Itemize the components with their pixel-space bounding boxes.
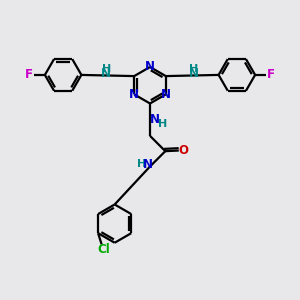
Text: H: H <box>102 64 111 74</box>
Text: N: N <box>129 88 139 101</box>
Text: N: N <box>145 61 155 74</box>
Text: N: N <box>150 113 160 126</box>
Text: H: H <box>137 159 146 169</box>
Text: Cl: Cl <box>97 243 110 256</box>
Text: N: N <box>189 67 199 80</box>
Text: F: F <box>25 68 33 81</box>
Text: H: H <box>158 119 167 129</box>
Text: N: N <box>101 67 111 80</box>
Text: N: N <box>161 88 171 101</box>
Text: H: H <box>189 64 198 74</box>
Text: O: O <box>178 144 188 157</box>
Text: F: F <box>267 68 275 81</box>
Text: N: N <box>142 158 153 171</box>
